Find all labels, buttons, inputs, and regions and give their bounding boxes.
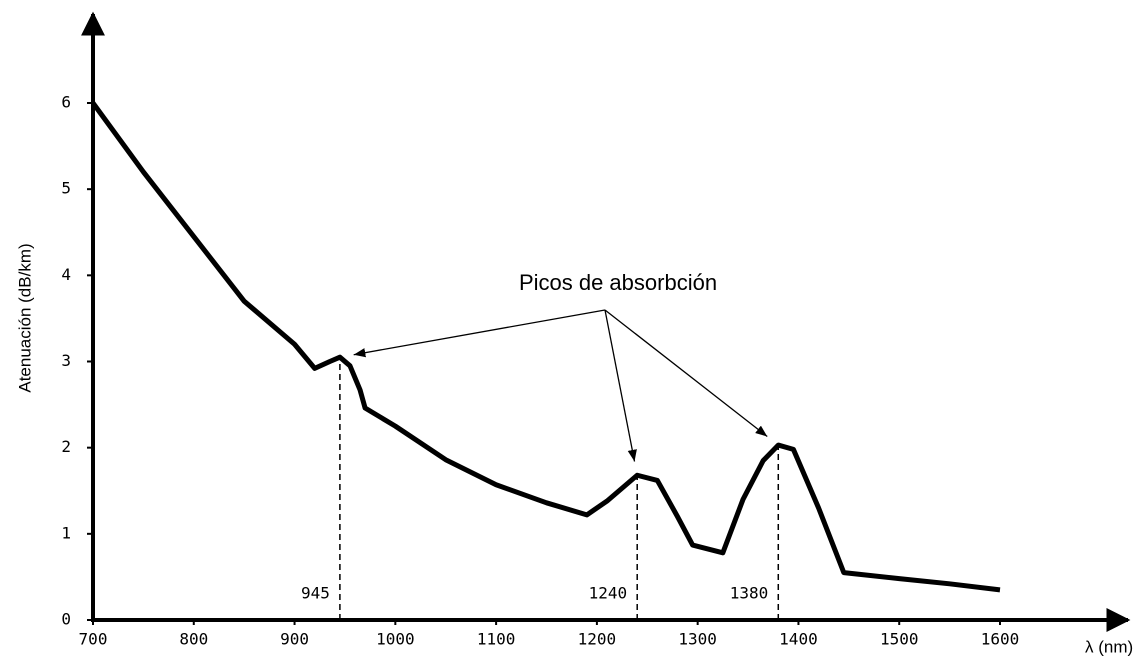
y-tick-label: 4 xyxy=(61,265,71,284)
y-tick-label: 3 xyxy=(61,351,71,370)
x-tick-label: 900 xyxy=(280,630,309,649)
x-tick-label: 800 xyxy=(179,630,208,649)
x-tick-label: 1500 xyxy=(880,630,919,649)
y-tick-label: 0 xyxy=(61,610,71,629)
attenuation-line xyxy=(90,101,1001,593)
y-tick-label: 2 xyxy=(61,437,71,456)
annotation: Picos de absorbción xyxy=(519,270,717,295)
x-tick-label: 1300 xyxy=(678,630,717,649)
y-tick-label: 1 xyxy=(61,523,71,542)
y-axis-label: Atenuación (dB/km) xyxy=(15,243,34,392)
x-axis-label: λ (nm) xyxy=(1085,637,1133,656)
x-tick-label: 1400 xyxy=(779,630,818,649)
y-tick-label: 6 xyxy=(61,93,71,112)
annotation-arrow xyxy=(604,309,637,462)
y-tick-label: 5 xyxy=(61,179,71,198)
marker-label: 1380 xyxy=(730,584,769,603)
x-tick-label: 1200 xyxy=(578,630,617,649)
x-tick-label: 1100 xyxy=(477,630,516,649)
x-tick-label: 700 xyxy=(79,630,108,649)
marker-label: 1240 xyxy=(589,584,628,603)
x-tick-label: 1600 xyxy=(981,630,1020,649)
marker-label: 945 xyxy=(301,584,330,603)
annotation-arrow xyxy=(604,309,768,437)
x-tick-label: 1000 xyxy=(376,630,415,649)
annotation-arrow xyxy=(353,309,606,358)
